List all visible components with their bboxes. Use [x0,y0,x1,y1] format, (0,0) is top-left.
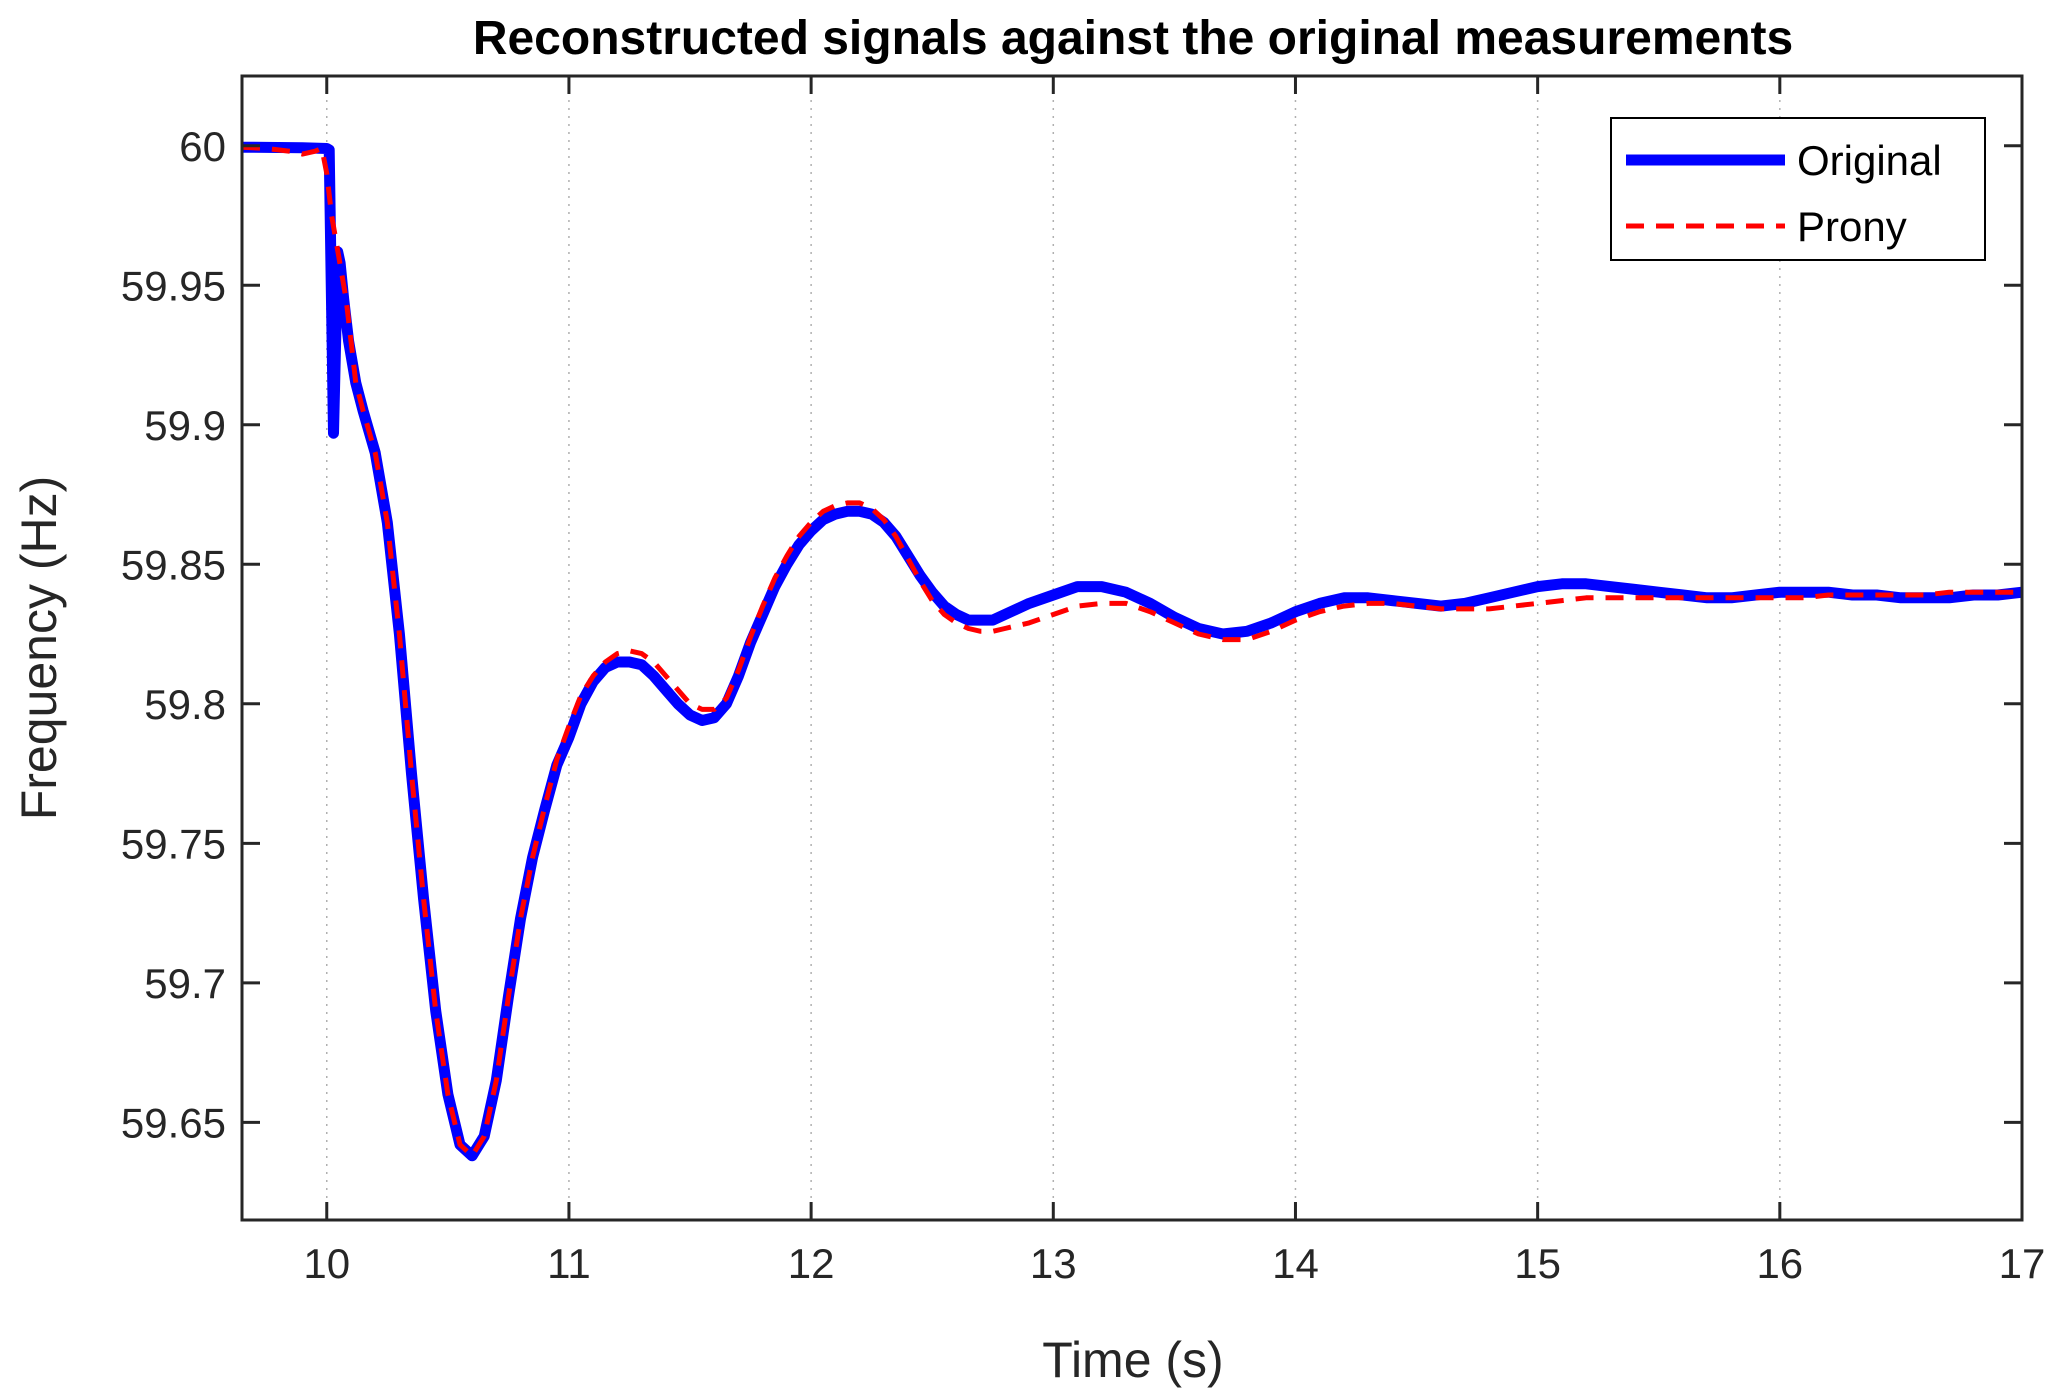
x-tick-label: 15 [1514,1240,1561,1287]
x-tick-label: 14 [1272,1240,1319,1287]
legend-label-original: Original [1797,137,1942,184]
y-tick-label: 59.8 [144,681,226,728]
x-tick-label: 11 [547,1240,591,1287]
series-layer [242,141,2022,1162]
y-tick-label: 59.75 [121,820,226,867]
y-tick-labels: 59.65 59.7 59.75 59.8 59.85 59.9 59.95 60 [121,123,226,1147]
y-tick-label: 59.65 [121,1099,226,1146]
x-axis-label: Time (s) [1042,1332,1223,1388]
series-line-original [242,141,2022,1162]
x-tick-label: 17 [1999,1240,2046,1287]
series-line-prony [242,144,2022,1159]
y-tick-label: 59.9 [144,402,226,449]
chart-title: Reconstructed signals against the origin… [473,12,1793,65]
y-tick-label: 59.95 [121,262,226,309]
x-tick-label: 13 [1030,1240,1077,1287]
x-tick-label: 12 [788,1240,835,1287]
legend-label-prony: Prony [1797,203,1907,250]
y-tick-label: 59.7 [144,960,226,1007]
legend-box [1610,117,1986,261]
plot-border [240,74,2024,1222]
y-tick-label: 60 [179,123,226,170]
plot-area [242,76,2022,1220]
legend: Original Prony [1610,117,1986,261]
x-tick-label: 16 [1756,1240,1803,1287]
x-tick-labels: 10 11 12 13 14 15 16 17 [303,1240,2045,1287]
x-tick-label: 10 [303,1240,350,1287]
y-tick-label: 59.85 [121,541,226,588]
y-axis-label: Frequency (Hz) [11,476,67,821]
